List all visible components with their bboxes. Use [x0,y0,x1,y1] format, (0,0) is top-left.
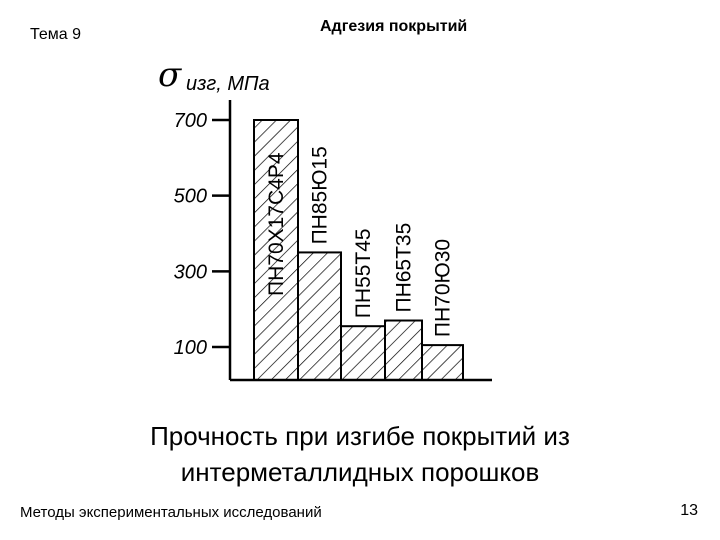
page-title: Адгезия покрытий [320,18,468,35]
y-tick-label: 500 [174,186,207,208]
y-tick-label: 100 [174,337,207,359]
bar-label: ПН70Х17С4Р4 [265,152,288,296]
bar [253,119,299,381]
bar [340,325,386,382]
topic-label: Тема 9 [30,26,82,43]
bar-label: ПН70Ю30 [432,239,455,337]
slide-caption: Прочность при изгибе покрытий из интерме… [40,418,680,490]
bar-label: ПН85Ю15 [309,146,332,244]
caption-line-1: Прочность при изгибе покрытий из [150,421,570,451]
page-number: 13 [680,502,698,519]
footer-course-title: Методы экспериментальных исследований [20,504,322,521]
y-axis-unit: изг, МПа [186,73,270,95]
bar [384,319,423,381]
bar-label: ПН65Т35 [393,223,416,313]
bar [421,344,464,382]
y-tick-label: 700 [174,110,207,132]
bar [297,251,342,382]
y-axis-symbol: σ [158,55,182,95]
bar-chart: σ изг, МПа 100 300 500 700 ПН70Х17С4Р4 ПН85Ю… [158,55,492,382]
y-tick-label: 300 [174,261,207,283]
y-axis-title: σ изг, МПа [158,55,270,95]
caption-line-2: интерметаллидных порошков [180,457,540,487]
bar-label: ПН55Т45 [352,228,375,318]
